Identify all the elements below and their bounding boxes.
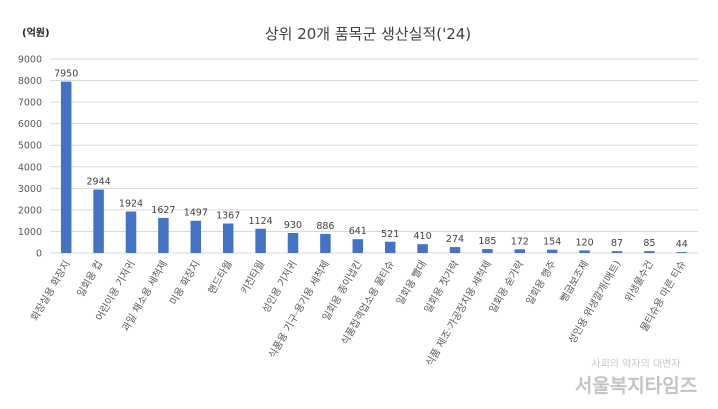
bar <box>255 228 266 253</box>
data-label: 172 <box>511 236 529 247</box>
y-axis-ticks: 0 1000 2000 3000 4000 5000 6000 7000 8000 9000 <box>18 55 42 260</box>
data-label: 120 <box>576 237 594 248</box>
data-label: 274 <box>446 234 464 245</box>
x-tick-label: 식품 제조·가공장치용 세척제 <box>424 259 494 369</box>
bar <box>449 247 461 253</box>
bar <box>158 217 169 253</box>
x-tick-label: 위생물수건 <box>622 258 656 304</box>
data-label: 886 <box>316 221 334 232</box>
bar <box>514 249 526 253</box>
bar <box>482 249 493 253</box>
bar <box>384 241 396 253</box>
data-label: 85 <box>643 238 655 249</box>
data-label: 521 <box>381 229 399 240</box>
data-label: 44 <box>676 239 688 250</box>
data-label: 1924 <box>119 199 143 210</box>
x-tick-label: 식품용 기구·용기용 세척제 <box>266 259 332 361</box>
x-tick-label: 성인용 기저귀 <box>260 259 300 316</box>
data-labels: 7950 2944 1924 1627 1497 1367 1124 930 886 641 521… <box>54 69 688 250</box>
data-label: 930 <box>284 220 302 231</box>
bar <box>125 211 137 253</box>
gridlines <box>50 58 698 254</box>
data-label: 1124 <box>249 216 273 227</box>
watermark: 사회의 약자의 대변자 서울복지타임즈 <box>575 358 697 397</box>
x-tick-label: 핸드타월 <box>206 259 235 297</box>
data-label: 641 <box>349 226 367 237</box>
x-tick-label: 일회용 컵 <box>74 258 105 299</box>
bar <box>546 249 558 253</box>
y-tick-label: 7000 <box>18 98 42 109</box>
data-label: 7950 <box>54 69 78 80</box>
x-tick-label: 키친타월 <box>238 259 267 297</box>
data-label: 1367 <box>216 211 240 222</box>
y-tick-label: 1000 <box>18 227 42 238</box>
data-label: 87 <box>611 238 623 249</box>
bar <box>611 251 623 253</box>
y-tick-label: 6000 <box>18 119 42 130</box>
x-tick-label: 일회용 빨대 <box>394 259 429 308</box>
bar <box>644 251 655 253</box>
y-tick-label: 4000 <box>18 162 42 173</box>
data-label: 1497 <box>184 208 208 219</box>
chart-title: 상위 20개 품목군 생산실적('24) <box>265 25 471 43</box>
bar <box>190 220 202 253</box>
y-tick-label: 5000 <box>18 141 42 152</box>
bar <box>320 233 331 253</box>
x-tick-label: 일회용 행주 <box>524 259 559 308</box>
x-tick-label: 화장실용 화장지 <box>29 259 73 324</box>
x-tick-label: 일회용 숟가락 <box>487 259 527 316</box>
y-tick-label: 2000 <box>18 205 42 216</box>
bar <box>93 189 104 253</box>
bar <box>222 223 234 253</box>
data-label: 1627 <box>151 205 175 216</box>
y-tick-label: 8000 <box>18 76 42 87</box>
y-tick-label: 9000 <box>18 55 42 66</box>
bars <box>60 81 688 253</box>
bar <box>676 252 688 253</box>
data-label: 185 <box>478 236 496 247</box>
bar <box>60 81 72 253</box>
bar <box>352 239 364 253</box>
bar <box>417 244 428 253</box>
y-tick-label: 0 <box>36 249 42 260</box>
data-label: 154 <box>543 237 561 248</box>
x-tick-label: 미용 화장지 <box>167 259 202 308</box>
watermark-logo-text: 서울복지타임즈 <box>575 375 697 397</box>
bar <box>287 232 299 253</box>
x-tick-label: 뻥굽보조제 <box>558 259 591 305</box>
data-label: 410 <box>414 231 432 242</box>
x-tick-label: 일회용 젓가락 <box>422 259 462 316</box>
data-label: 2944 <box>87 177 111 188</box>
watermark-tagline: 사회의 약자의 대변자 <box>591 358 680 370</box>
y-tick-label: 3000 <box>18 184 42 195</box>
bar <box>579 250 590 253</box>
y-axis-unit-label: (억원) <box>22 26 50 39</box>
